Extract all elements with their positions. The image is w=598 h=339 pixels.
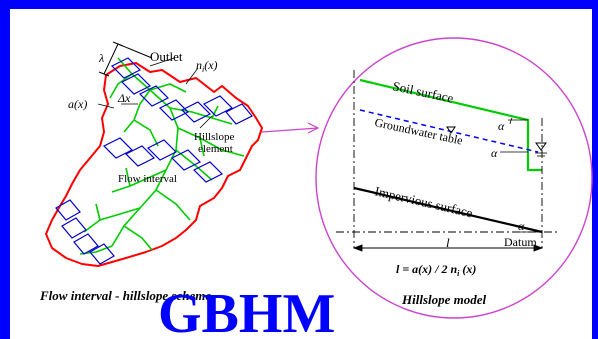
dx-label: Δx bbox=[117, 91, 131, 105]
lambda-dimension bbox=[98, 41, 153, 77]
groundwater-line bbox=[359, 109, 539, 153]
soil-surface-label: Soil surface bbox=[391, 78, 455, 106]
lambda-label: λ bbox=[98, 51, 104, 65]
alpha-label-3: α bbox=[518, 219, 525, 233]
alpha-arc-1 bbox=[509, 117, 513, 125]
watershed-boundary bbox=[45, 62, 263, 267]
l-dimension bbox=[352, 244, 544, 252]
hillslope-element-label-2: element bbox=[198, 143, 233, 155]
alpha-label-1: α bbox=[498, 119, 505, 133]
ax-label: a(x) bbox=[68, 97, 87, 111]
flow-interval-label: Flow interval bbox=[118, 173, 177, 185]
hillslope-elements bbox=[55, 57, 253, 265]
impervious-surface-line bbox=[353, 186, 543, 234]
hillslope-ellipse bbox=[315, 37, 593, 319]
river-network bbox=[79, 57, 245, 255]
water-level-symbol-1 bbox=[446, 126, 456, 134]
left-caption: Flow interval - hillslope scheme bbox=[39, 288, 211, 303]
water-level-symbol-2 bbox=[535, 142, 547, 151]
right-caption: Hillslope model bbox=[401, 292, 487, 307]
l-label: l bbox=[446, 235, 450, 250]
alpha-label-2: α bbox=[491, 146, 498, 160]
ni-label: ni(x) bbox=[196, 58, 218, 74]
zoom-arrow bbox=[261, 122, 320, 134]
outlet-label: Outlet bbox=[150, 49, 183, 64]
gbhm-title: GBHM bbox=[158, 283, 335, 339]
hillslope-element-label-1: Hillslope bbox=[194, 131, 234, 143]
soil-surface-line bbox=[359, 78, 542, 172]
datum-label: Datum bbox=[504, 235, 537, 249]
formula-label: l = a(x) / 2 ni (x) bbox=[396, 262, 476, 278]
leader-lines bbox=[97, 57, 213, 129]
impervious-surface-label: Impervious surface bbox=[373, 183, 474, 220]
